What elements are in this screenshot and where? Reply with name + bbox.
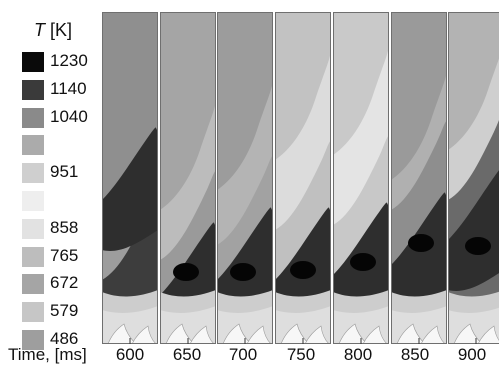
legend-swatch [22,107,44,128]
legend-swatch [22,330,44,350]
inlet-jet [107,323,137,344]
legend-value: 1230 [50,51,88,70]
time-axis-label: Time, [ms] [8,345,87,364]
contour-panel-600 [102,12,158,344]
inlet-jet [420,325,446,344]
inlet-jet [280,323,310,344]
inlet-jet [246,325,272,344]
time-tick-850: 850 [400,345,430,364]
legend-value: 672 [50,273,79,293]
contour-panels [102,12,499,344]
legend-row: 672 [22,270,102,298]
legend-value: 951 [50,162,79,182]
inlet-jet [304,325,330,344]
inlet-jet [131,325,157,344]
time-tick-750: 750 [286,345,316,364]
legend-swatch [22,246,44,267]
legend-swatch [22,302,44,323]
legend-row: 1140 [22,76,102,104]
inlet-jet [362,325,388,344]
legend-row [22,187,102,215]
time-tick-650: 650 [172,345,202,364]
legend-value: 858 [50,217,79,237]
dark-band [102,127,158,251]
legend-unit: [K] [50,20,73,40]
contour-panel-700 [217,12,273,344]
legend-row: 579 [22,298,102,326]
hot-core [408,234,434,252]
hot-core [465,237,491,255]
time-tick-600: 600 [115,345,145,364]
contour-panel-900 [448,12,499,344]
inlet-jet [165,323,195,344]
legend-row: 765 [22,243,102,271]
contour-panel-750 [275,12,331,344]
inlet-jet [396,323,426,344]
contour-panel-850 [391,12,447,344]
legend-symbol: T [34,20,45,40]
legend-swatch [22,191,44,211]
inlet-jet [338,323,368,344]
legend-row: 1230 [22,48,102,76]
legend-value: 486 [50,329,79,348]
hot-core [350,253,376,271]
legend-value: 765 [50,245,79,265]
time-tick-700: 700 [228,345,258,364]
legend-swatch [22,163,44,184]
legend-swatch [22,274,44,295]
legend-swatch [22,135,44,156]
legend-row: 1040 [22,104,102,132]
legend-row: 858 [22,215,102,243]
legend-title: T [K] [34,20,72,40]
contour-panel-800 [333,12,389,344]
dark-band [448,170,499,291]
legend-row: 951 [22,159,102,187]
legend-value: 1140 [50,78,87,98]
inlet-jet [453,323,483,344]
inlet-jet [477,325,499,344]
time-tick-800: 800 [343,345,373,364]
legend-row [22,131,102,159]
legend-swatch [22,52,44,72]
legend-value: 579 [50,301,79,321]
hot-core [230,263,256,281]
legend-swatch [22,79,44,100]
hot-core [173,263,199,281]
time-tick-900: 900 [457,345,487,364]
inlet-jet [189,325,215,344]
legend-swatch [22,218,44,239]
inlet-jet [222,323,252,344]
dark-band [391,192,447,316]
legend-row: 486 [22,326,102,354]
hot-core [290,261,316,279]
contour-panel-650 [160,12,216,344]
legend-value: 1040 [50,106,88,126]
